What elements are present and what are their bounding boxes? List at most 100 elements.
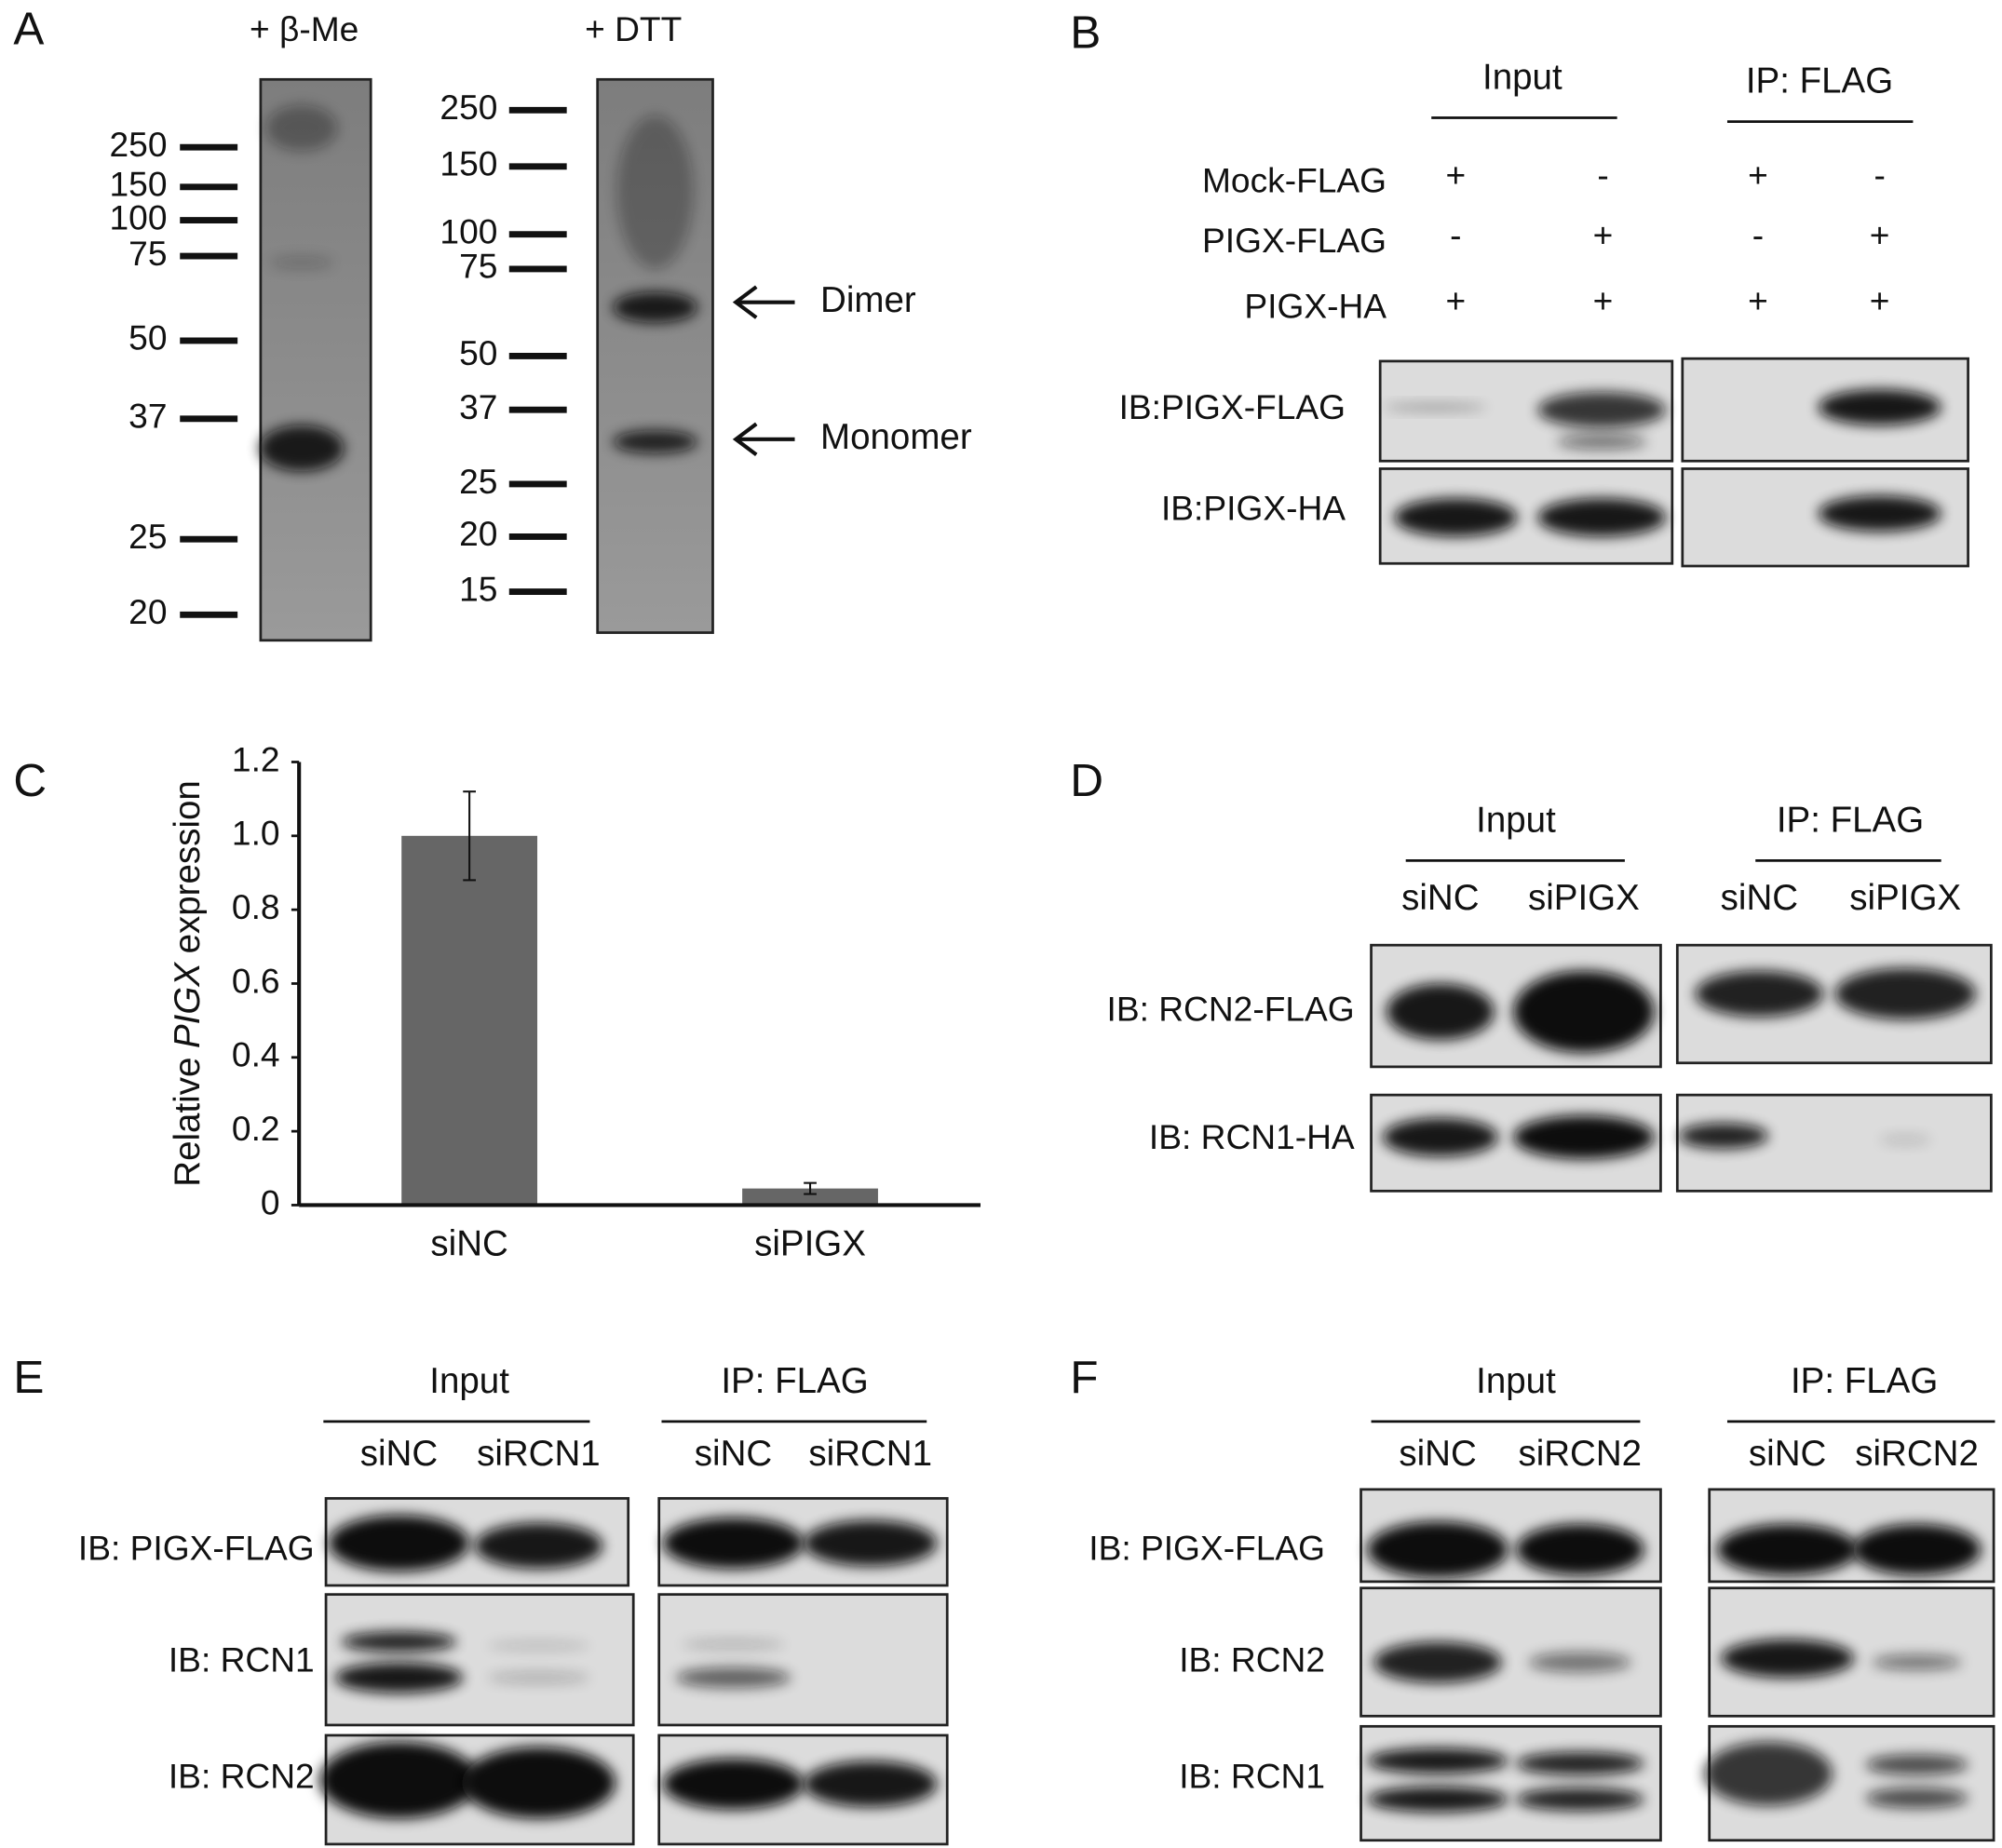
- band: [1513, 970, 1655, 1053]
- band: [613, 430, 697, 453]
- y-tick-label: 0.4: [232, 1035, 280, 1074]
- marker-label: 50: [459, 333, 497, 372]
- marker-label: 20: [459, 514, 497, 553]
- band: [265, 104, 338, 152]
- band: [613, 291, 697, 323]
- group-label: Input: [1476, 1361, 1556, 1401]
- sign: +: [1445, 155, 1466, 195]
- arrow-label: Monomer: [820, 417, 972, 457]
- band: [1879, 1134, 1931, 1145]
- band: [259, 425, 345, 472]
- band: [1818, 389, 1941, 425]
- marker-label: 37: [129, 397, 167, 436]
- band: [1818, 495, 1941, 532]
- sign: +: [1870, 281, 1890, 320]
- sign: -: [1752, 216, 1764, 255]
- band: [1678, 1123, 1768, 1149]
- sign: -: [1597, 155, 1608, 195]
- bar: [401, 835, 538, 1206]
- panel-letter: E: [13, 1352, 44, 1403]
- band: [1695, 970, 1824, 1018]
- band: [487, 1640, 590, 1652]
- y-axis-label-part: Relative: [168, 1058, 208, 1187]
- sign: +: [1445, 281, 1466, 320]
- band: [804, 1760, 938, 1807]
- arrow-head: [732, 285, 758, 319]
- blot: [324, 1593, 635, 1727]
- condition-label: PIGX-HA: [1244, 286, 1387, 325]
- arrow-label: Dimer: [820, 280, 916, 320]
- band: [1537, 498, 1666, 537]
- group-label: Input: [1476, 800, 1556, 840]
- band: [341, 1631, 457, 1652]
- band: [461, 1747, 615, 1819]
- band: [269, 256, 334, 269]
- band: [1872, 1654, 1962, 1670]
- blot-label: IB:PIGX-HA: [1161, 489, 1346, 528]
- band: [1834, 967, 1976, 1019]
- marker-label: 150: [110, 165, 168, 204]
- band: [474, 1522, 603, 1570]
- blot: [1359, 1724, 1662, 1842]
- blot-label: IB: RCN2: [169, 1757, 315, 1796]
- blot-label: IB: RCN1: [169, 1639, 315, 1679]
- panel-letter: B: [1070, 7, 1101, 59]
- band: [334, 1662, 464, 1693]
- blot-label: IB: RCN2-FLAG: [1107, 990, 1355, 1029]
- band: [319, 1741, 479, 1819]
- band: [1865, 1787, 1968, 1809]
- band: [1865, 1754, 1968, 1775]
- blot-label: IB: PIGX-FLAG: [1089, 1529, 1325, 1568]
- blot-label: IB: RCN1: [1179, 1757, 1325, 1796]
- bar: [742, 1188, 878, 1206]
- y-axis-label-part: expression: [168, 780, 208, 953]
- gel-label: + β-Me: [250, 9, 358, 48]
- blot-label: IB:PIGX-FLAG: [1119, 387, 1346, 426]
- band: [1384, 403, 1487, 411]
- band: [1387, 983, 1495, 1040]
- lane-label: siPIGX: [1528, 878, 1640, 918]
- band: [675, 1667, 791, 1689]
- blot-label: IB: RCN1-HA: [1149, 1117, 1355, 1156]
- band: [1515, 1787, 1644, 1812]
- panel-letter: A: [13, 3, 44, 54]
- band: [1852, 1523, 1982, 1575]
- x-tick-label: siNC: [430, 1224, 507, 1264]
- lane-label: siNC: [1749, 1434, 1826, 1474]
- band: [1716, 1523, 1859, 1575]
- band: [1557, 434, 1647, 450]
- band: [1704, 1741, 1833, 1806]
- blot-label: IB: PIGX-FLAG: [78, 1529, 315, 1568]
- group-label: IP: FLAG: [1791, 1361, 1938, 1401]
- band: [1513, 1115, 1655, 1159]
- marker-label: 25: [129, 517, 167, 556]
- group-label: IP: FLAG: [1777, 800, 1924, 840]
- marker-label: 75: [459, 247, 497, 286]
- band: [1373, 1641, 1502, 1683]
- band: [616, 115, 694, 269]
- marker-label: 250: [440, 88, 497, 127]
- marker-label: 25: [459, 462, 497, 501]
- sign: +: [1748, 155, 1768, 195]
- y-tick-label: 1.0: [232, 814, 280, 853]
- lane-label: siRCN1: [477, 1434, 601, 1474]
- lane-label: siNC: [695, 1434, 772, 1474]
- band: [1515, 1751, 1644, 1775]
- band: [1537, 391, 1666, 428]
- x-tick-label: siPIGX: [754, 1224, 866, 1264]
- gel: [259, 77, 372, 642]
- gel-label: + DTT: [585, 9, 682, 48]
- sign: +: [1870, 216, 1890, 255]
- band: [1367, 1521, 1508, 1578]
- marker-label: 20: [129, 592, 167, 631]
- condition-label: Mock-FLAG: [1202, 161, 1387, 200]
- sign: +: [1748, 281, 1768, 320]
- band: [804, 1519, 938, 1567]
- y-axis-label-part: PIGX: [168, 962, 208, 1048]
- y-axis-label: Relative PIGX expression: [168, 780, 208, 1187]
- y-tick-label: 0.8: [232, 887, 280, 926]
- band: [662, 1758, 805, 1810]
- band: [1367, 1786, 1508, 1813]
- lane-label: siRCN2: [1855, 1434, 1979, 1474]
